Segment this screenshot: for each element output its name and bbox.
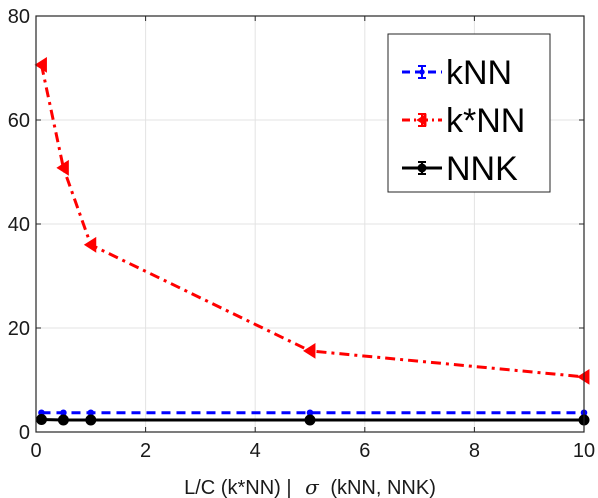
legend-entry: NNK [402,150,518,188]
legend-entry: k*NN [402,102,525,140]
legend-marker-sample [419,69,425,75]
series-kstarnn [34,56,590,385]
x-tick-label: 8 [469,440,480,462]
y-tick-label: 80 [8,6,30,28]
y-tick-label: 20 [8,318,30,340]
data-point [85,414,97,426]
data-point [83,236,97,253]
y-tick-label: 60 [8,110,30,132]
tick-labels: 0 2 4 6 8 10 0 20 40 60 80 [8,6,595,462]
data-point [57,414,69,426]
series-nnk [35,414,590,426]
data-point [35,414,47,426]
x-tick-label: 10 [573,440,595,462]
data-point [56,159,69,176]
y-tick-label: 40 [8,214,30,236]
x-axis-label: L/C (k*NN) | σ (kNN, NNK) [184,475,436,498]
x-tick-label: 0 [30,440,41,462]
legend-marker-sample [416,113,427,127]
legend-label: NNK [446,150,518,188]
legend: kNN k*NN NNK [387,33,551,193]
legend-entry: kNN [402,54,512,92]
x-axis-label-prefix: L/C (k*NN) | [184,477,291,498]
x-tick-label: 4 [250,440,261,462]
legend-label: k*NN [446,102,525,140]
x-axis-label-symbol: σ [305,475,320,498]
x-axis-label-suffix: (kNN, NNK) [330,477,436,498]
legend-marker-sample [417,163,427,173]
y-tick-label: 0 [19,422,30,444]
series-knn [38,409,588,417]
tick-marks [35,15,585,433]
data-point [303,342,316,359]
data-point [304,414,316,426]
x-tick-label: 6 [359,440,370,462]
legend-box [387,33,551,193]
series-layer [34,56,590,426]
data-point [34,56,47,73]
x-tick-label: 2 [140,440,151,462]
legend-label: kNN [446,54,512,92]
